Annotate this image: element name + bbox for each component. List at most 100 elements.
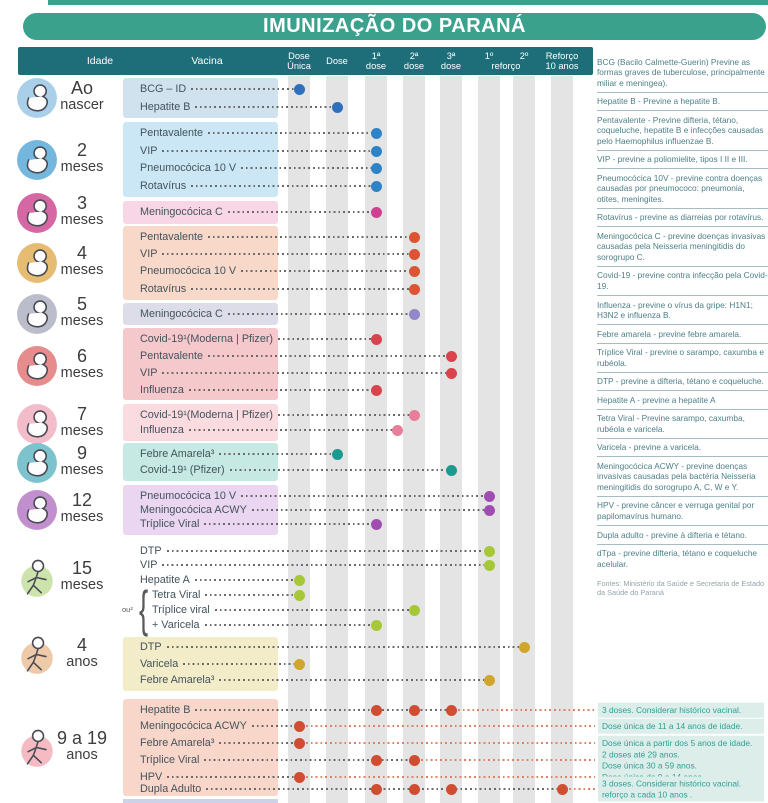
dose-dot bbox=[293, 574, 305, 586]
vaccine-label: Meningocócica C bbox=[140, 308, 223, 320]
age-label: 15 meses bbox=[42, 559, 122, 593]
vaccine-label: Tríplice viral bbox=[152, 604, 210, 616]
leader-line bbox=[167, 776, 302, 778]
dose-dot bbox=[408, 308, 420, 320]
age-label: 3 meses bbox=[42, 194, 122, 228]
column-header-du: Dose Única bbox=[269, 48, 329, 74]
vaccine-band bbox=[123, 201, 278, 224]
dose-dot bbox=[483, 545, 495, 557]
column-header-r2: 2º bbox=[494, 48, 554, 74]
leader-line bbox=[219, 679, 492, 681]
dose-dot bbox=[293, 737, 305, 749]
age-value: 4 bbox=[76, 243, 87, 263]
dose-dot bbox=[370, 162, 382, 174]
vaccine-row: VIP bbox=[140, 556, 494, 574]
sidebar-entry: Febre amarela - previne febre amarela. bbox=[597, 324, 768, 343]
column-header-line: dose bbox=[403, 61, 425, 71]
leader-line bbox=[241, 167, 379, 169]
age-unit: meses bbox=[60, 462, 104, 478]
age-icon-baby bbox=[16, 77, 58, 119]
leader-line bbox=[194, 579, 302, 581]
column-header-d2: 2ª dose bbox=[384, 48, 444, 74]
sidebar-entry: VIP - previne a poliomielite, tipos I II… bbox=[597, 149, 768, 169]
dose-dot bbox=[370, 619, 382, 631]
column-header-line: dose bbox=[365, 61, 387, 71]
age-unit: nascer bbox=[60, 97, 104, 113]
column-header-vacina: Vacina bbox=[191, 55, 223, 67]
vaccine-label: Febre Amarela³ bbox=[140, 448, 215, 460]
dose-dot bbox=[445, 367, 457, 379]
table-header-bar bbox=[18, 47, 593, 75]
vaccine-row: Pneumocócica 10 V bbox=[140, 487, 494, 505]
dose-dot bbox=[408, 231, 420, 243]
vaccine-row: Covid-19¹ (Pfizer) bbox=[140, 461, 456, 479]
vaccine-label: Meningocócica ACWY bbox=[140, 504, 247, 516]
age-unit: meses bbox=[60, 262, 104, 278]
dose-dot bbox=[518, 641, 530, 653]
leader-line bbox=[229, 469, 454, 471]
vaccine-row: Varicela bbox=[140, 655, 304, 673]
vaccine-band bbox=[123, 443, 278, 481]
note-leader-line bbox=[421, 759, 595, 761]
vaccine-label: HPV bbox=[140, 771, 163, 783]
vaccine-row: Pneumocócica 10 V bbox=[140, 159, 381, 177]
age-value: 5 bbox=[76, 294, 87, 314]
bottom-strip-partial-band bbox=[123, 799, 278, 803]
column-header-line: 2ª bbox=[409, 50, 419, 61]
dose-dot bbox=[370, 754, 382, 766]
sidebar-entry: Hepatite B - Previne a hepatite B. bbox=[597, 91, 768, 111]
vaccine-band bbox=[123, 699, 278, 796]
sidebar-entry: Meningocócica C - previne doenças invasi… bbox=[597, 226, 768, 266]
age-value: 7 bbox=[76, 404, 87, 424]
age-value: 15 bbox=[71, 558, 93, 578]
note-leader-line bbox=[306, 725, 595, 727]
leader-line bbox=[214, 609, 417, 611]
leader-line bbox=[166, 646, 527, 648]
leader-line bbox=[195, 106, 340, 108]
vaccine-label: Pentavalente bbox=[140, 350, 204, 362]
leader-line bbox=[204, 624, 379, 626]
age-label: 6 meses bbox=[42, 347, 122, 381]
column-header-line: 3ª bbox=[446, 50, 456, 61]
vaccine-label: DTP bbox=[140, 545, 162, 557]
vaccine-row: Meningocócica C bbox=[140, 305, 419, 323]
vaccine-row: Pentavalente bbox=[140, 124, 381, 142]
alternative-brace: { bbox=[139, 581, 149, 637]
sidebar-entry: Tetra Viral - Previne sarampo, caxumba, … bbox=[597, 408, 768, 438]
leader-line bbox=[206, 788, 565, 790]
vaccine-row: Pneumocócica 10 V bbox=[140, 262, 419, 280]
vaccine-row: VIP bbox=[140, 142, 381, 160]
sidebar-entry: Rotavírus - previne as diarreias por rot… bbox=[597, 207, 768, 227]
age-label: 12 meses bbox=[42, 491, 122, 525]
leader-line bbox=[204, 523, 379, 525]
vaccine-row: Hepatite B bbox=[140, 98, 342, 116]
dose-dot bbox=[293, 589, 305, 601]
vaccine-row: Febre Amarela³ bbox=[140, 671, 494, 689]
note-leader-line bbox=[569, 788, 595, 790]
column-header-line bbox=[505, 51, 508, 62]
vaccine-label: Febre Amarela³ bbox=[140, 737, 215, 749]
grid-stripe-r1 bbox=[478, 76, 500, 803]
age-unit: meses bbox=[60, 212, 104, 228]
dose-dot bbox=[408, 409, 420, 421]
leader-line bbox=[227, 211, 379, 213]
leader-line bbox=[195, 709, 454, 711]
vaccine-label: Tríplice Viral bbox=[140, 518, 200, 530]
dose-dot bbox=[408, 754, 420, 766]
sidebar-entry: Influenza - previne o vírus da gripe: H1… bbox=[597, 295, 768, 324]
grid-stripe-r10 bbox=[551, 76, 573, 803]
grid-stripe-d3 bbox=[440, 76, 462, 803]
dose-dot bbox=[370, 704, 382, 716]
dose-dot bbox=[370, 384, 382, 396]
dose-dot bbox=[370, 145, 382, 157]
vaccine-label: VIP bbox=[140, 367, 158, 379]
vaccine-info-sidebar: BCG (Bacilo Calmette-Guerin) Previne as … bbox=[597, 53, 768, 598]
vaccine-band bbox=[123, 404, 278, 441]
dose-dot bbox=[445, 464, 457, 476]
dose-dot bbox=[408, 704, 420, 716]
vaccine-label: Hepatite B bbox=[140, 101, 191, 113]
dose-dot bbox=[408, 248, 420, 260]
dose-dot bbox=[408, 265, 420, 277]
column-header-line: 1º bbox=[484, 50, 494, 61]
leader-line bbox=[208, 236, 417, 238]
